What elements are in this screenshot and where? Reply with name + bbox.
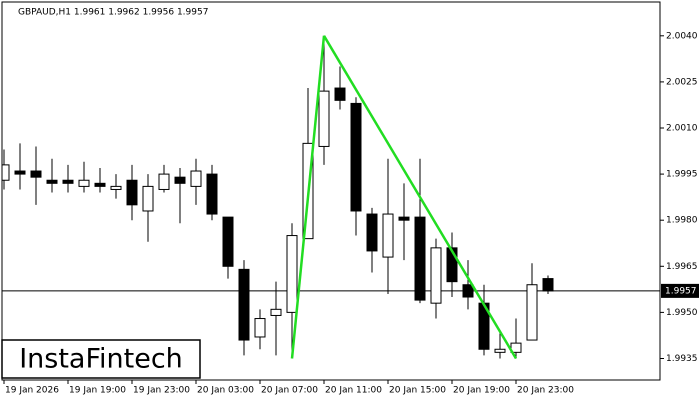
candle-body [30, 170, 42, 178]
candle-body [254, 318, 266, 338]
x-tick-label: 20 Jan 03:00 [197, 386, 254, 396]
candle-body [446, 247, 458, 283]
candle-body [94, 182, 106, 187]
y-tick-label: 1.9980 [666, 216, 698, 226]
candle-body [398, 216, 410, 221]
x-tick-label: 20 Jan 07:00 [261, 386, 318, 396]
watermark-box [1, 339, 201, 379]
y-tick-label: 2.0010 [666, 124, 698, 134]
candle-body [494, 348, 506, 353]
y-tick-label: 1.9950 [666, 308, 698, 318]
candle-body [46, 179, 58, 184]
candle-body [462, 284, 474, 298]
x-tick-label: 19 Jan 19:00 [69, 386, 126, 396]
candle-body [270, 308, 282, 316]
candle-body [142, 185, 154, 212]
y-tick-label: 1.9935 [666, 354, 698, 364]
candle-body [542, 278, 554, 292]
pattern-line [290, 35, 326, 359]
candle-body [382, 213, 394, 258]
candle-body [526, 284, 538, 341]
candle-body [158, 173, 170, 190]
last-price-label: 1.9957 [665, 286, 697, 296]
candle-body [286, 235, 298, 313]
candle-body [174, 176, 186, 184]
candle-body [62, 179, 74, 184]
candle-body [318, 90, 330, 147]
y-tick-label: 2.0040 [666, 31, 698, 41]
y-tick-label: 1.9965 [666, 262, 698, 272]
plot-border [1, 1, 661, 381]
candle-body [78, 179, 90, 187]
candle-body [126, 179, 138, 206]
candle-body [350, 102, 362, 212]
x-tick-label: 20 Jan 19:00 [453, 386, 510, 396]
x-tick-label: 20 Jan 15:00 [389, 386, 446, 396]
last-price-box [661, 283, 699, 298]
x-tick-label: 20 Jan 11:00 [325, 386, 382, 396]
x-tick-label: 20 Jan 23:00 [517, 386, 574, 396]
candle-body [334, 87, 346, 101]
candle-body [110, 185, 122, 190]
y-tick-label: 2.0025 [666, 77, 698, 87]
chart-header: GBPAUD,H1 1.9961 1.9962 1.9956 1.9957 [18, 8, 208, 18]
candle-body [190, 170, 202, 187]
candle-body [366, 213, 378, 252]
y-tick-label: 1.9995 [666, 170, 698, 180]
pattern-line [322, 35, 518, 360]
candle-body [238, 268, 250, 341]
candle-body [222, 216, 234, 267]
candle-body [14, 170, 26, 175]
x-tick-label: 19 Jan 2026 [5, 386, 59, 396]
x-tick-label: 19 Jan 23:00 [133, 386, 190, 396]
candle-body [414, 216, 426, 301]
candle-body [206, 173, 218, 215]
candle-body [2, 164, 10, 181]
watermark: InstaFintech [19, 344, 183, 375]
plot-area [2, 35, 660, 360]
candle-body [430, 247, 442, 304]
